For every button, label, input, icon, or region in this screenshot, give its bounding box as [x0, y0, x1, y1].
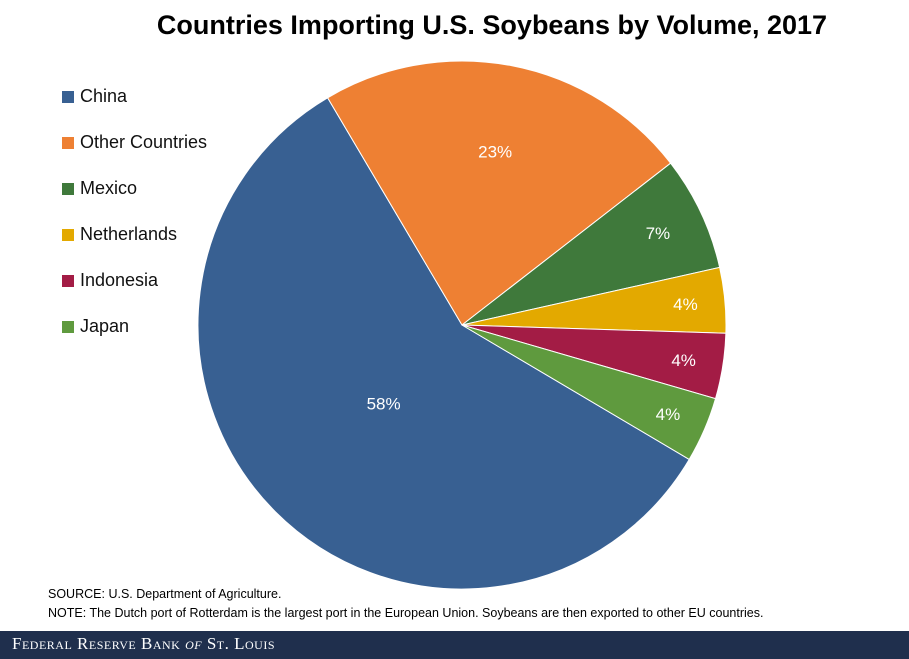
legend-swatch	[62, 137, 74, 149]
legend-swatch	[62, 275, 74, 287]
legend-swatch	[62, 91, 74, 103]
pie-slice-2	[461, 162, 721, 326]
legend-label: Other Countries	[80, 132, 208, 152]
legend-swatch	[62, 183, 74, 195]
legend-label: Mexico	[80, 178, 138, 198]
slice-label-3: 4%	[673, 295, 698, 314]
legend-label: Indonesia	[80, 270, 159, 290]
footer-brand: Federal Reserve Bank of St. Louis	[12, 634, 275, 654]
legend-swatch	[62, 321, 74, 333]
source-text: U.S. Department of Agriculture.	[108, 587, 282, 601]
pie-slice-0	[197, 97, 690, 590]
source-label: SOURCE:	[48, 587, 105, 601]
slice-label-4: 4%	[671, 351, 696, 370]
legend-label: Japan	[80, 316, 130, 336]
legend-item-2: Mexico	[62, 178, 207, 224]
pie-chart: 58% 23% 7% 4% 4% 4%	[197, 60, 727, 590]
slice-label-1: 23%	[478, 142, 512, 161]
chart-title: Countries Importing U.S. Soybeans by Vol…	[156, 10, 828, 40]
legend-item-4: Indonesia	[62, 270, 207, 316]
legend-label: Netherlands	[80, 224, 178, 244]
slice-label-5: 4%	[656, 405, 681, 424]
legend-item-0: China	[62, 86, 207, 132]
note-label: NOTE:	[48, 606, 87, 620]
legend-item-3: Netherlands	[62, 224, 207, 270]
slice-label-2: 7%	[646, 224, 671, 243]
legend-label: China	[80, 86, 128, 106]
legend-swatch	[62, 229, 74, 241]
note: NOTE: The Dutch port of Rotterdam is the…	[48, 604, 763, 623]
pie-slice-5	[461, 324, 717, 461]
footer-bar: Federal Reserve Bank of St. Louis	[0, 631, 909, 659]
note-text: The Dutch port of Rotterdam is the large…	[89, 606, 764, 620]
slice-label-0: 58%	[367, 394, 401, 413]
brand-of: of	[185, 634, 203, 653]
notes: SOURCE: U.S. Department of Agriculture. …	[48, 585, 763, 623]
legend: China Other Countries Mexico Netherlands Ind…	[62, 86, 207, 362]
legend-item-5: Japan	[62, 316, 207, 362]
brand-prefix: Federal Reserve Bank	[12, 634, 186, 653]
pie-slice-1	[326, 60, 672, 326]
source-note: SOURCE: U.S. Department of Agriculture.	[48, 585, 763, 604]
legend-item-1: Other Countries	[62, 132, 207, 178]
brand-suffix: St. Louis	[202, 634, 276, 653]
